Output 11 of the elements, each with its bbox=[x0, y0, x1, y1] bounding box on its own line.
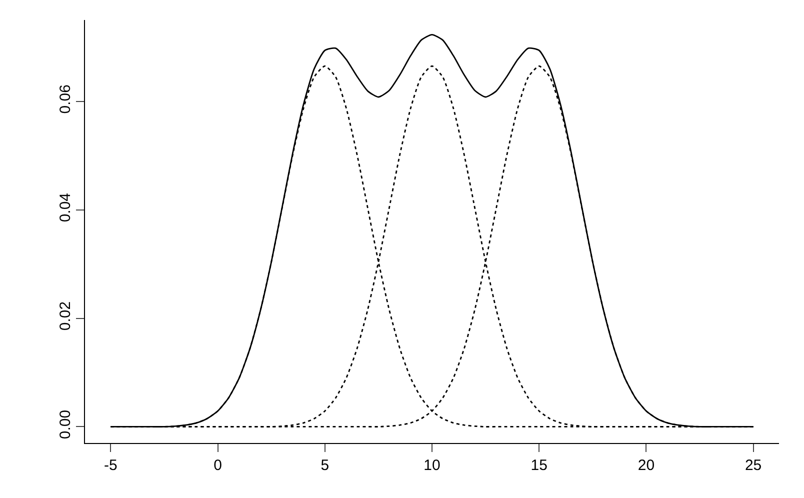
y-tick-label: 0.04 bbox=[57, 192, 74, 222]
x-tick-label: 10 bbox=[424, 457, 440, 474]
x-tick-label: 5 bbox=[320, 457, 330, 474]
y-tick-label: 0.02 bbox=[57, 301, 74, 331]
y-tick-label: 0.06 bbox=[57, 84, 74, 114]
x-tick-label: 0 bbox=[214, 457, 222, 474]
x-tick-label: 20 bbox=[638, 457, 655, 474]
x-tick-label: 25 bbox=[744, 457, 762, 474]
x-tick-label: -5 bbox=[104, 457, 118, 474]
x-tick-label: 15 bbox=[530, 457, 548, 474]
y-tick-label: 0.00 bbox=[57, 410, 74, 440]
